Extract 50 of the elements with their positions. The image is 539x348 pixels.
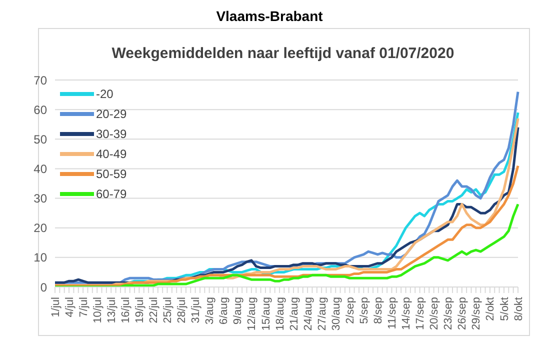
chart-subtitle: Weekgemiddelden naar leeftijd vanaf 01/07/2020 <box>110 45 456 62</box>
x-tick-label: 24/aug <box>302 297 314 331</box>
x-tick-label: 23/sep <box>442 297 455 330</box>
x-tick-label: 25/jul <box>162 297 174 324</box>
x-tick-label: 27/aug <box>316 297 328 331</box>
x-tick-label: 22/jul <box>148 297 160 324</box>
x-tick-label: 12/aug <box>246 297 258 331</box>
x-tick-label: 8/okt <box>512 297 525 321</box>
x-tick-label: 2/sep <box>344 297 356 324</box>
y-tick-label: 0 <box>40 280 48 294</box>
y-tick-label: 70 <box>34 73 48 88</box>
x-tick-label: 4/jul <box>64 297 76 318</box>
x-tick-label: 3/aug <box>204 297 216 325</box>
y-tick-label: 20 <box>34 221 48 236</box>
legend-label: 30-39 <box>96 127 127 141</box>
y-tick-label: 10 <box>34 250 48 265</box>
x-tick-label: 6/aug <box>218 297 230 325</box>
x-tick-label: 13/jul <box>106 297 118 324</box>
legend-label: 60-79 <box>96 187 127 201</box>
x-tick-label: 30/aug <box>330 297 342 331</box>
x-tick-label: 10/jul <box>92 297 104 324</box>
x-tick-label: 1/jul <box>50 297 62 318</box>
legend-label: 40-49 <box>96 147 127 161</box>
x-tick-label: 5/okt <box>498 297 511 321</box>
x-tick-label: 14/sep <box>400 297 413 330</box>
x-tick-label: 15/aug <box>260 297 272 331</box>
x-tick-label: 19/jul <box>134 297 146 324</box>
x-tick-label: 29/sep <box>470 297 483 330</box>
x-tick-label: 26/sep <box>456 297 469 330</box>
x-tick-label: 16/jul <box>120 297 132 324</box>
x-tick-label: 18/aug <box>274 297 286 331</box>
x-tick-label: 7/jul <box>78 297 90 318</box>
y-tick-label: 40 <box>34 162 48 176</box>
x-tick-label: 11/sep <box>386 297 399 330</box>
y-tick-label: 30 <box>34 192 48 206</box>
legend-label: 50-59 <box>96 167 127 181</box>
x-tick-label: 31/jul <box>190 297 202 324</box>
legend-label: 20-29 <box>96 107 127 121</box>
y-tick-label: 50 <box>34 132 48 146</box>
x-tick-label: 9/aug <box>232 297 244 325</box>
legend-label: -20 <box>96 87 114 101</box>
y-tick-label: 60 <box>34 102 48 117</box>
x-tick-label: 20/sep <box>428 297 441 330</box>
x-tick-label: 21/aug <box>288 297 300 331</box>
x-tick-label: 8/sep <box>372 297 385 324</box>
x-tick-label: 17/sep <box>414 297 427 330</box>
x-tick-label: 28/jul <box>176 297 188 324</box>
chart-title: Vlaams-Brabant <box>215 8 324 24</box>
x-tick-label: 2/okt <box>484 297 497 321</box>
x-tick-label: 5/sep <box>358 297 370 324</box>
